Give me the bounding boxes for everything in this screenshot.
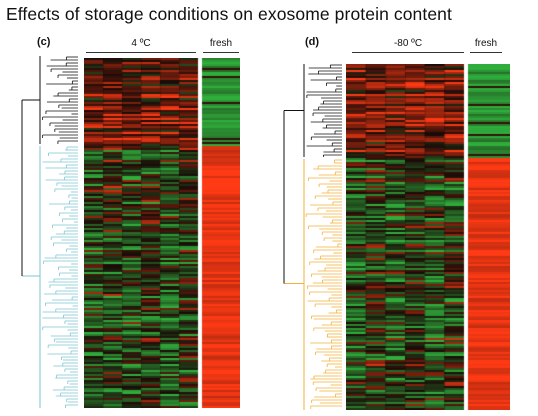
panel-d-dendrogram [283, 64, 342, 410]
slide-title: Effects of storage conditions on exosome… [6, 4, 452, 24]
panel-d-fresh-rule [470, 52, 502, 53]
panel-d-storage-group-label: -80 ºC [352, 38, 464, 53]
panel-c-dendrogram [21, 56, 78, 408]
panel-c-storage-label: 4 ºC [131, 38, 151, 49]
panel-d-storage-rule [352, 52, 464, 53]
panel-d-heatmap [346, 64, 510, 410]
panel-c-storage-group-label: 4 ºC [86, 38, 196, 53]
panel-d-fresh-group-label: fresh [470, 38, 502, 53]
panel-c-fresh-rule [203, 52, 239, 53]
panel-d-fresh-label: fresh [474, 38, 498, 49]
panel-c-heatmap [84, 58, 240, 408]
panel-d-label: (d) [305, 36, 320, 48]
panel-c-fresh-label: fresh [209, 38, 233, 49]
panel-c-storage-rule [86, 52, 196, 53]
panel-c-fresh-group-label: fresh [203, 38, 239, 53]
panel-d-storage-label: -80 ºC [393, 38, 423, 49]
panel-c-label: (c) [37, 36, 51, 48]
